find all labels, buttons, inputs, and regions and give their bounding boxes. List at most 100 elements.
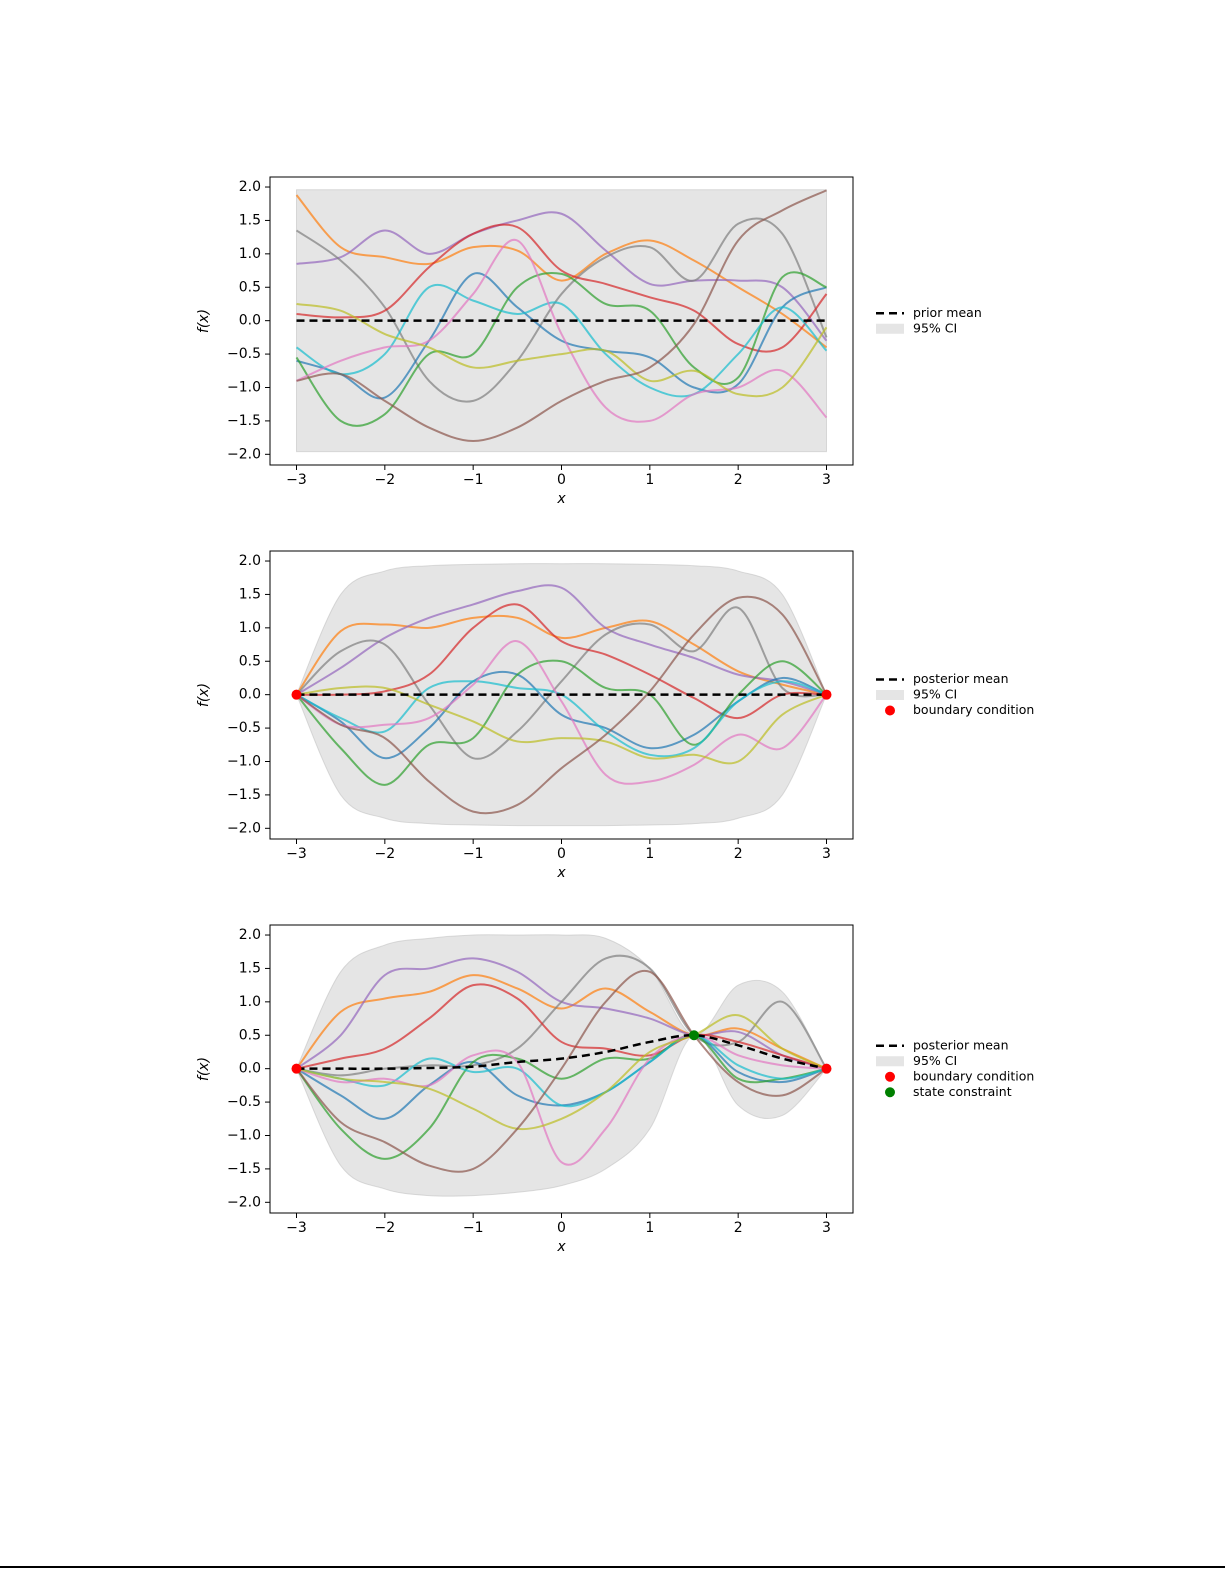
- y-tick-label: 2.0: [239, 179, 261, 195]
- y-tick-label: 2.0: [239, 553, 261, 569]
- constraint-point: [821, 1063, 832, 1074]
- y-tick-label: −0.5: [227, 1094, 261, 1110]
- legend-swatch: [876, 1056, 904, 1067]
- x-tick-label: −1: [463, 472, 484, 488]
- x-axis-label: x: [556, 1239, 566, 1255]
- x-tick-label: 2: [734, 472, 743, 488]
- x-tick-label: −3: [286, 1220, 307, 1236]
- y-axis-label: f(x): [196, 309, 212, 333]
- x-tick-label: 1: [645, 472, 654, 488]
- y-tick-label: −1.5: [227, 413, 261, 429]
- legend-label: posterior mean: [913, 1037, 1009, 1052]
- x-tick-label: −3: [286, 472, 307, 488]
- y-tick-label: 1.0: [239, 620, 261, 636]
- legend-label: 95% CI: [913, 687, 957, 702]
- sample-line: [296, 302, 828, 398]
- plot-area: [295, 563, 828, 827]
- y-axis-label: f(x): [196, 1057, 212, 1081]
- legend-label: boundary condition: [913, 1068, 1034, 1083]
- constraint-point: [689, 1030, 699, 1041]
- y-tick-label: −0.5: [227, 720, 261, 736]
- y-tick-label: −1.0: [227, 1127, 261, 1143]
- constraint-point: [821, 689, 832, 700]
- y-tick-label: −2.0: [227, 446, 261, 462]
- y-tick-label: 0.0: [239, 687, 261, 703]
- sample-line: [295, 271, 827, 427]
- x-tick-label: 2: [734, 846, 743, 862]
- y-tick-label: −1.5: [227, 787, 261, 803]
- sample-line: [296, 238, 828, 423]
- sample-line: [296, 211, 828, 342]
- x-tick-label: −2: [375, 1220, 396, 1236]
- constraint-point: [291, 689, 302, 700]
- y-tick-label: 0.0: [239, 313, 261, 329]
- sample-line: [295, 584, 827, 696]
- sample-line: [296, 983, 827, 1070]
- legend-marker: [885, 1087, 895, 1098]
- legend-swatch: [876, 323, 904, 334]
- sample-line: [296, 1034, 827, 1108]
- x-axis-label: x: [556, 865, 566, 881]
- y-tick-label: −1.0: [227, 753, 261, 769]
- x-tick-label: −1: [463, 1220, 484, 1236]
- sample-line: [295, 969, 828, 1173]
- x-tick-label: 0: [557, 846, 566, 862]
- y-tick-label: 1.0: [239, 246, 261, 262]
- y-tick-label: −2.0: [227, 820, 261, 836]
- y-tick-label: 0.5: [239, 1027, 261, 1043]
- y-tick-label: 0.0: [239, 1061, 261, 1077]
- sample-line: [295, 640, 828, 785]
- sample-line: [296, 954, 828, 1077]
- x-tick-label: 0: [557, 472, 566, 488]
- legend-swatch: [876, 690, 904, 700]
- sample-line: [296, 603, 827, 720]
- legend-marker: [885, 1071, 895, 1082]
- x-tick-label: −2: [375, 472, 396, 488]
- sample-line: [295, 283, 828, 398]
- sample-line: [295, 659, 828, 786]
- plot-area: [295, 934, 828, 1197]
- x-tick-label: 1: [645, 1220, 654, 1236]
- y-tick-label: 1.5: [239, 586, 261, 602]
- sample-line: [295, 974, 827, 1070]
- legend-label: state constraint: [913, 1084, 1012, 1099]
- x-tick-label: 1: [645, 846, 654, 862]
- x-tick-label: 2: [734, 1220, 743, 1236]
- sample-line: [295, 595, 828, 815]
- y-tick-label: 0.5: [239, 279, 261, 295]
- y-axis-label: f(x): [196, 683, 212, 707]
- y-tick-label: 0.5: [239, 653, 261, 669]
- constraint-point: [291, 1063, 302, 1074]
- x-tick-label: −1: [463, 846, 484, 862]
- y-tick-label: 1.5: [239, 960, 261, 976]
- sample-line: [295, 606, 827, 760]
- y-tick-label: −1.0: [227, 379, 261, 395]
- x-tick-label: 3: [822, 1220, 831, 1236]
- x-tick-label: 3: [822, 846, 831, 862]
- y-tick-label: −2.0: [227, 1194, 261, 1210]
- x-tick-label: −2: [375, 846, 396, 862]
- sample-line: [296, 272, 827, 400]
- sample-line: [295, 194, 828, 349]
- y-tick-label: −1.5: [227, 1161, 261, 1177]
- sample-line: [296, 1034, 827, 1166]
- legend-marker: [885, 705, 895, 716]
- x-axis-label: x: [556, 491, 566, 507]
- sample-line: [295, 217, 828, 403]
- plot-area: [295, 189, 828, 453]
- sample-line: [296, 1014, 827, 1131]
- legend-label: boundary condition: [913, 702, 1034, 717]
- y-tick-label: 1.5: [239, 212, 261, 228]
- y-tick-label: 1.0: [239, 994, 261, 1010]
- y-tick-label: −0.5: [227, 346, 261, 362]
- x-tick-label: 0: [557, 1220, 566, 1236]
- x-tick-label: −3: [286, 846, 307, 862]
- sample-line: [296, 223, 828, 353]
- mean-line: [296, 1034, 827, 1070]
- x-tick-label: 3: [822, 472, 831, 488]
- y-tick-label: 2.0: [239, 927, 261, 943]
- legend-label: prior mean: [913, 305, 982, 320]
- legend-label: 95% CI: [913, 320, 957, 335]
- legend-label: posterior mean: [913, 671, 1009, 686]
